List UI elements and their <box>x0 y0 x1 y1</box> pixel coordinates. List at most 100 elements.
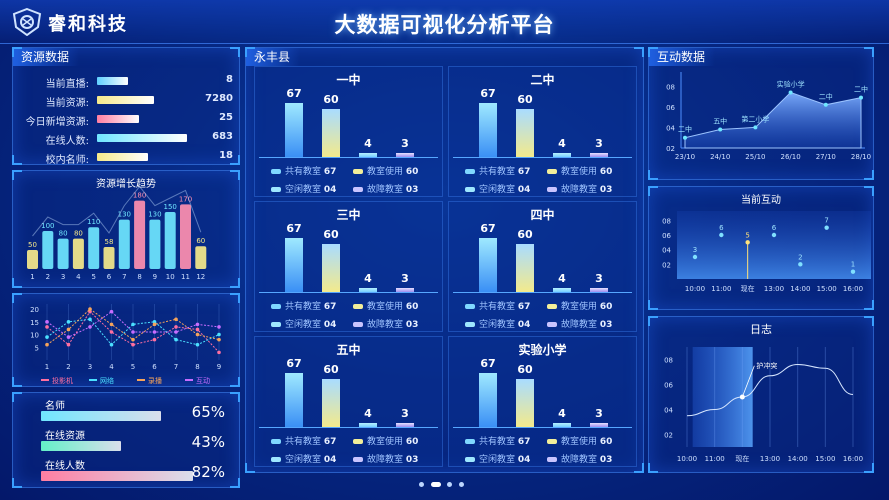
legend-value: 04 <box>517 455 531 465</box>
resource-label: 校内名师: <box>45 155 89 166</box>
log-ytick: 04 <box>664 407 673 415</box>
ml-ytick: 15 <box>30 319 39 327</box>
pager-dot[interactable] <box>447 482 452 487</box>
ml-xtick: 2 <box>66 363 70 371</box>
current-interaction-title: 当前互动 <box>741 195 781 206</box>
school-legend-item: 空闲教室 04 <box>465 452 530 465</box>
school-card[interactable]: 三中 67 60 4 3 共有教室 67 教室使用 60 空闲教室 04 故障教室 03 <box>254 201 443 332</box>
school-legend-item: 教室使用 60 <box>547 434 612 447</box>
ci-point <box>824 225 829 230</box>
school-name: 三中 <box>336 208 361 222</box>
school-bar <box>516 108 534 157</box>
interaction-panel-title: 互动数据 <box>649 48 716 66</box>
school-card[interactable]: 实验小学 67 60 4 3 共有教室 67 教室使用 60 空闲教室 04 故障教室 03 <box>448 336 637 467</box>
school-legend-item: 故障教室 03 <box>547 317 612 330</box>
school-legend-item: 空闲教室 04 <box>465 182 530 195</box>
current-interaction-panel: 当前互动 02 04 06 08 3 10:00 6 11:00 5 现在 6 13:00 2 14:00… <box>648 186 874 310</box>
growth-tick-label: 2 <box>46 273 50 281</box>
school-baseline <box>259 292 438 293</box>
log-xtick: 现在 <box>735 454 749 463</box>
school-name: 实验小学 <box>518 343 567 357</box>
legend-swatch <box>465 187 475 192</box>
school-legend-item: 故障教室 03 <box>353 452 418 465</box>
ci-point-label: 6 <box>772 224 777 232</box>
log-callout-line <box>741 365 755 398</box>
ml-xtick: 4 <box>109 363 114 371</box>
ml-xtick: 6 <box>152 363 157 371</box>
resource-row: 校内名师: 18 <box>13 148 237 167</box>
legend-swatch <box>271 322 281 327</box>
school-bar <box>516 378 534 427</box>
ia-point-label: 第二小学 <box>741 114 769 123</box>
school-bar-label: 60 <box>323 362 339 376</box>
growth-trend-line <box>32 185 202 237</box>
ml-point <box>217 332 221 337</box>
resource-row: 今日新增资源: 25 <box>13 110 237 129</box>
ci-point-label: 7 <box>824 217 828 225</box>
legend-swatch <box>465 304 475 309</box>
ci-point <box>719 232 724 238</box>
ml-point <box>109 330 114 334</box>
ml-legend-label: 投影机 <box>52 376 73 385</box>
ia-point-label: 实验小学 <box>777 79 805 88</box>
percent-bar <box>41 411 161 421</box>
ml-legend-label: 互动 <box>196 376 210 385</box>
school-bar <box>396 153 414 157</box>
legend-swatch <box>353 169 363 174</box>
legend-value: 03 <box>405 455 419 465</box>
school-bar-label: 60 <box>517 362 533 376</box>
school-bar-label: 4 <box>558 272 566 285</box>
growth-bar-label: 80 <box>59 230 68 238</box>
school-bar <box>516 243 534 292</box>
pager-dot[interactable] <box>459 482 464 487</box>
log-panel-title: 日志 <box>750 323 772 336</box>
growth-bar <box>180 204 191 269</box>
ia-ytick: 02 <box>666 145 675 153</box>
school-card[interactable]: 二中 67 60 4 3 共有教室 67 教室使用 60 空闲教室 04 故障教室 03 <box>448 66 637 197</box>
growth-bar-label: 170 <box>179 195 192 203</box>
school-card[interactable]: 四中 67 60 4 3 共有教室 67 教室使用 60 空闲教室 04 故障教室 03 <box>448 201 637 332</box>
legend-value: 03 <box>599 185 613 195</box>
resource-label: 在线人数: <box>45 136 89 147</box>
ml-point <box>217 350 221 355</box>
ci-point <box>798 262 803 267</box>
school-legend-item: 故障教室 03 <box>547 452 612 465</box>
school-card[interactable]: 一中 67 60 4 3 共有教室 67 教室使用 60 空闲教室 04 故障教室 03 <box>254 66 443 197</box>
log-xtick: 11:00 <box>705 455 725 463</box>
page-indicator[interactable] <box>419 482 469 488</box>
pager-dot[interactable] <box>431 482 441 487</box>
brand-name: 睿和科技 <box>48 14 128 35</box>
log-ytick: 08 <box>664 357 673 365</box>
school-name: 五中 <box>336 343 361 357</box>
resource-value: 683 <box>212 131 233 142</box>
growth-tick-label: 9 <box>153 273 157 281</box>
log-xtick: 16:00 <box>843 455 863 463</box>
school-card[interactable]: 五中 67 60 4 3 共有教室 67 教室使用 60 空闲教室 04 故障教室 03 <box>254 336 443 467</box>
legend-value: 67 <box>323 167 337 177</box>
log-line-chart: 10:00 11:00 现在 13:00 14:00 15:00 16:00 02 04 06 08… <box>664 347 863 463</box>
legend-label: 共有教室 <box>479 167 518 177</box>
legend-label: 故障教室 <box>561 320 600 330</box>
school-bar <box>553 423 571 427</box>
percent-panel: 名师 65% 在线资源 43% 在线人数 82% <box>12 392 240 488</box>
growth-bar-label: 180 <box>133 192 146 200</box>
log-marker <box>739 394 745 400</box>
school-bar <box>396 288 414 292</box>
ml-point <box>152 320 157 324</box>
pager-dot[interactable] <box>419 482 424 487</box>
county-panel-title: 永丰县 <box>246 48 301 66</box>
school-bar-label: 60 <box>517 92 533 106</box>
ci-xtick: 16:00 <box>843 285 863 293</box>
legend-label: 空闲教室 <box>479 320 518 330</box>
school-bar-label: 67 <box>480 87 496 100</box>
ia-point-label: 二中 <box>678 125 692 134</box>
ml-point <box>45 320 49 324</box>
growth-bar-label: 130 <box>148 211 161 219</box>
ml-point <box>152 322 157 327</box>
school-bar-area: 67 60 4 3 <box>457 222 627 292</box>
ml-point <box>66 335 71 339</box>
shield-logo-icon <box>12 8 42 36</box>
legend-label: 空闲教室 <box>285 455 324 465</box>
legend-value: 60 <box>405 302 419 312</box>
legend-swatch <box>271 457 281 462</box>
